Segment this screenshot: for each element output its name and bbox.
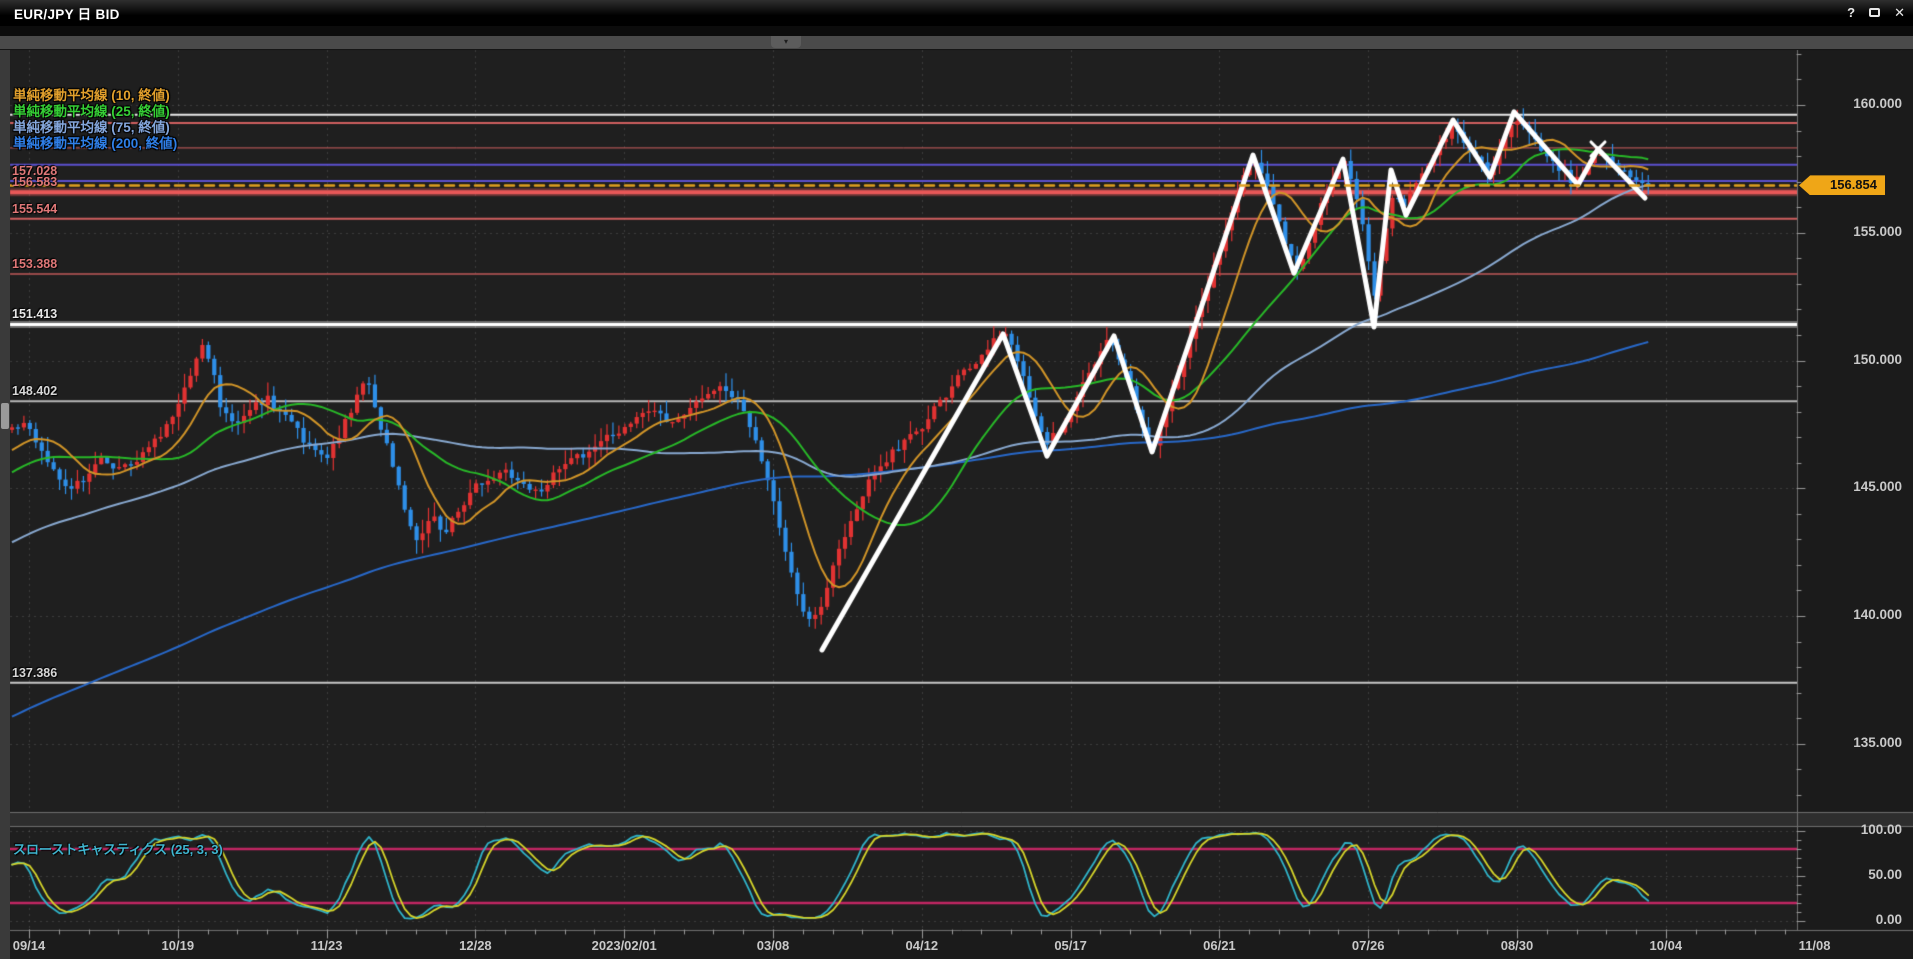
y-axis-price-label: 135.000 <box>1853 734 1902 750</box>
y-axis-stoch-label: 50.00 <box>1868 867 1902 882</box>
maximize-button[interactable] <box>1869 0 1881 26</box>
x-axis-date-label: 12/28 <box>459 938 492 953</box>
help-button[interactable]: ? <box>1847 5 1856 20</box>
x-axis-date-label: 03/08 <box>756 938 790 953</box>
price-line-label: 148.402 <box>12 384 58 399</box>
window-title: EUR/JPY 日 BID <box>14 7 120 22</box>
y-axis-price-label: 140.000 <box>1853 607 1902 622</box>
chevron-down-icon: ▾ <box>783 37 788 46</box>
sma-legend: 単純移動平均線 (10, 終値) 単純移動平均線 (25, 終値) 単純移動平均… <box>13 88 177 152</box>
close-button[interactable]: ✕ <box>1894 5 1905 20</box>
legend-sma25: 単純移動平均線 (25, 終値) <box>13 104 170 119</box>
x-axis-date-label: 11/23 <box>310 938 343 953</box>
x-axis-date-label: 09/14 <box>12 938 46 953</box>
legend-sma75: 単純移動平均線 (75, 終値) <box>13 120 170 135</box>
x-axis-date-label: 06/21 <box>1203 938 1236 953</box>
x-axis-date-label: 11/08 <box>1798 938 1831 953</box>
y-axis-price-label: 160.000 <box>1853 96 1902 111</box>
y-axis-price-label: 155.000 <box>1853 223 1902 239</box>
y-axis-price-label: 150.000 <box>1853 351 1902 367</box>
price-line-label: 156.583 <box>12 175 58 190</box>
toolbar-black-strip <box>0 26 1913 36</box>
left-panel-strip <box>0 50 10 959</box>
y-axis-stoch-label: 0.00 <box>1875 912 1902 927</box>
stochastics-legend: スローストキャスティクス (25, 3, 3) <box>13 842 223 857</box>
current-price-tag: 156.854 <box>1799 175 1885 196</box>
price-line-label: 151.413 <box>12 307 58 322</box>
legend-sma10: 単純移動平均線 (10, 終値) <box>13 88 170 103</box>
legend-sma200: 単純移動平均線 (200, 終値) <box>13 136 178 151</box>
price-line-label: 137.386 <box>12 665 58 680</box>
toolbar <box>0 36 1913 50</box>
x-axis-date-label: 2023/02/01 <box>591 938 657 953</box>
x-axis-date-label: 08/30 <box>1500 938 1534 953</box>
x-axis-date-label: 10/04 <box>1649 938 1683 953</box>
maximize-icon <box>1869 8 1881 17</box>
price-line-label: 157.028 <box>12 163 58 178</box>
y-axis-price-label: 145.000 <box>1853 479 1902 495</box>
price-line-label: 153.388 <box>12 256 58 271</box>
x-axis-date-label: 05/17 <box>1054 938 1087 953</box>
price-line-label: 155.544 <box>12 201 58 216</box>
toolbar-collapse-tab[interactable]: ▾ <box>771 36 801 48</box>
y-axis-stoch-label: 100.00 <box>1860 822 1902 837</box>
title-bar: EUR/JPY 日 BID ? ✕ <box>0 0 1913 26</box>
x-axis-date-label: 04/12 <box>905 938 939 953</box>
x-axis-date-label: 10/19 <box>161 938 195 953</box>
x-axis-date-label: 07/26 <box>1351 938 1385 953</box>
splitter-handle[interactable] <box>1 403 9 429</box>
